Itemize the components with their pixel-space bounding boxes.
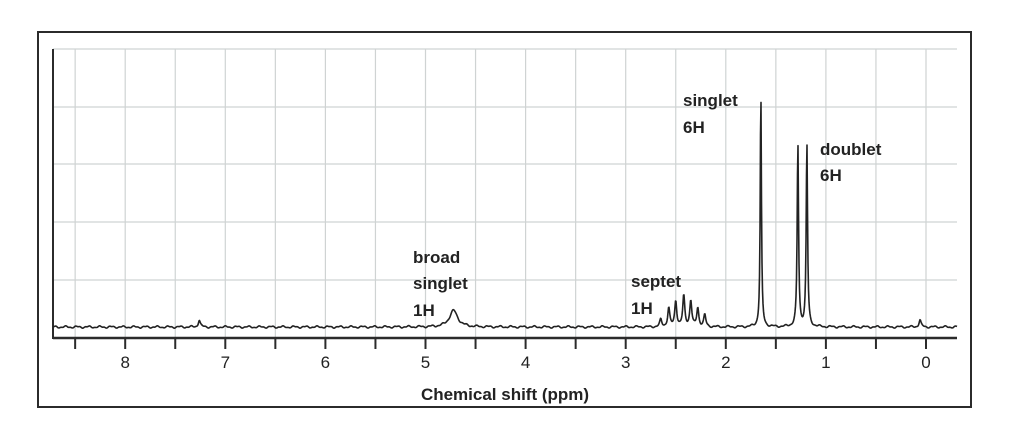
x-tick-label: 5: [421, 353, 430, 372]
peak-label-doublet: doublet 6H: [820, 140, 882, 185]
peak-label-broad-singlet: broad singlet 1H: [413, 248, 468, 320]
svg-text:doublet: doublet: [820, 140, 882, 159]
svg-text:broad: broad: [413, 248, 460, 267]
svg-text:septet: septet: [631, 272, 681, 291]
x-tick-label: 4: [521, 353, 530, 372]
x-tick-label: 6: [321, 353, 330, 372]
svg-text:1H: 1H: [631, 299, 653, 318]
x-tick-label: 8: [120, 353, 129, 372]
x-axis-ticks: 8 7 6 5 4 3 2 1 0: [74, 338, 931, 372]
svg-text:6H: 6H: [820, 166, 842, 185]
x-tick-label: 7: [221, 353, 230, 372]
x-tick-label: 1: [821, 353, 830, 372]
x-axis-title: Chemical shift (ppm): [421, 385, 589, 404]
peak-label-septet: septet 1H: [631, 272, 681, 318]
grid-lines: [53, 48, 957, 338]
x-tick-label: 0: [921, 353, 930, 372]
figure-frame: [37, 31, 972, 408]
spectrum-trace: [52, 101, 958, 329]
svg-text:singlet: singlet: [413, 274, 468, 293]
peak-label-singlet: singlet 6H: [683, 91, 738, 137]
x-tick-label: 3: [621, 353, 630, 372]
svg-text:1H: 1H: [413, 301, 435, 320]
svg-text:singlet: singlet: [683, 91, 738, 110]
x-tick-label: 2: [721, 353, 730, 372]
svg-text:6H: 6H: [683, 118, 705, 137]
